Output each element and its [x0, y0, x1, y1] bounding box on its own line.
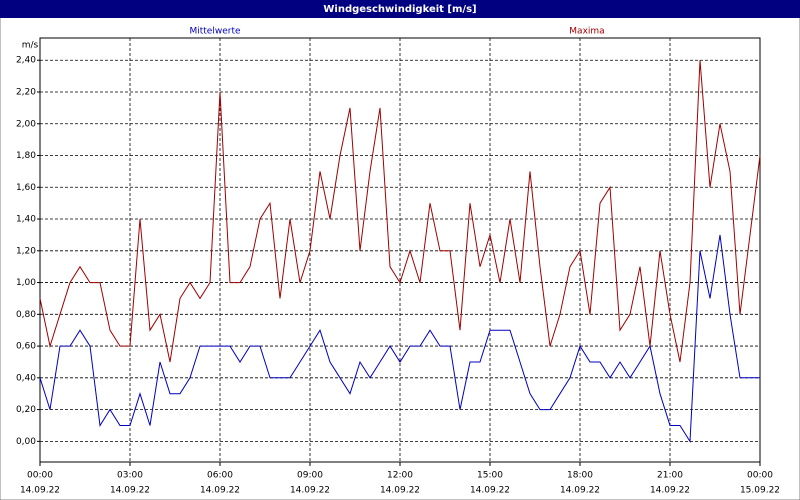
- x-tick-date: 14.09.22: [200, 486, 240, 496]
- y-tick-label: 0,20: [16, 405, 36, 415]
- y-tick-label: 1,20: [16, 246, 36, 256]
- y-tick-label: 0,00: [16, 437, 36, 447]
- x-tick-date: 15.09.22: [740, 486, 780, 496]
- x-tick-label: 21:00: [657, 471, 683, 481]
- y-tick-label: 1,40: [16, 215, 36, 225]
- x-tick-label: 00:00: [27, 471, 53, 481]
- y-tick-label: 1,60: [16, 183, 36, 193]
- x-tick-date: 14.09.22: [20, 486, 60, 496]
- x-tick-label: 03:00: [117, 471, 143, 481]
- y-tick-label: 2,20: [16, 87, 36, 97]
- x-tick-date: 14.09.22: [470, 486, 510, 496]
- y-tick-label: 0,40: [16, 373, 36, 383]
- y-axis-label: m/s: [22, 41, 39, 51]
- x-tick-date: 14.09.22: [110, 486, 150, 496]
- y-tick-label: 1,00: [16, 278, 36, 288]
- y-tick-label: 1,80: [16, 151, 36, 161]
- x-tick-label: 18:00: [567, 471, 593, 481]
- x-tick-label: 06:00: [207, 471, 233, 481]
- x-tick-label: 15:00: [477, 471, 503, 481]
- x-tick-label: 12:00: [387, 471, 413, 481]
- x-tick-label: 09:00: [297, 471, 323, 481]
- x-tick-date: 14.09.22: [560, 486, 600, 496]
- y-tick-label: 0,80: [16, 310, 36, 320]
- chart-title: Windgeschwindigkeit [m/s]: [323, 4, 476, 15]
- x-tick-date: 14.09.22: [650, 486, 690, 496]
- legend-entry: Maxima: [569, 27, 604, 37]
- y-tick-label: 0,60: [16, 342, 36, 352]
- title-bar: [0, 0, 800, 18]
- x-tick-date: 14.09.22: [380, 486, 420, 496]
- series-line: [39, 60, 761, 363]
- y-tick-label: 2,00: [16, 119, 36, 129]
- series-line: [39, 234, 760, 444]
- x-tick-label: 00:00: [747, 471, 773, 481]
- y-tick-label: 2,40: [16, 56, 36, 66]
- x-tick-date: 14.09.22: [290, 486, 330, 496]
- legend-entry: Mittelwerte: [189, 27, 240, 37]
